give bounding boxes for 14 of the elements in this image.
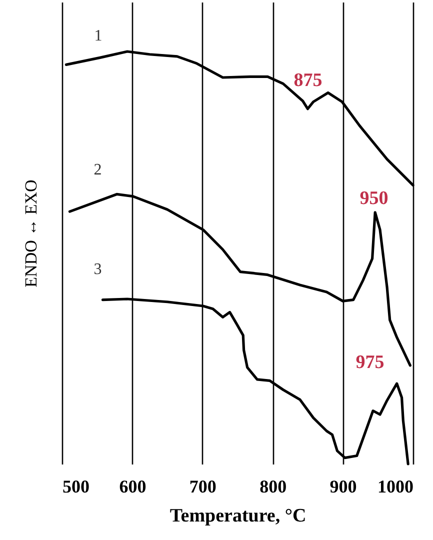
annotation: 975 [356, 352, 384, 373]
x-tick-label: 700 [189, 476, 216, 496]
y-axis-title: ENDO ↔ EXO [22, 180, 40, 288]
x-tick-label: 500 [62, 476, 90, 496]
series-label: 1 [94, 28, 102, 45]
series-label: 3 [94, 260, 102, 278]
x-tick-label: 600 [119, 476, 146, 496]
x-tick-label: 800 [260, 476, 287, 496]
x-axis-title: Temperature, °C [170, 506, 306, 526]
series-label: 2 [94, 162, 102, 179]
annotation: 875 [294, 70, 322, 91]
annotation: 950 [360, 188, 388, 209]
x-tick-label: 1000 [378, 476, 414, 496]
x-tick-label: 900 [330, 476, 357, 496]
